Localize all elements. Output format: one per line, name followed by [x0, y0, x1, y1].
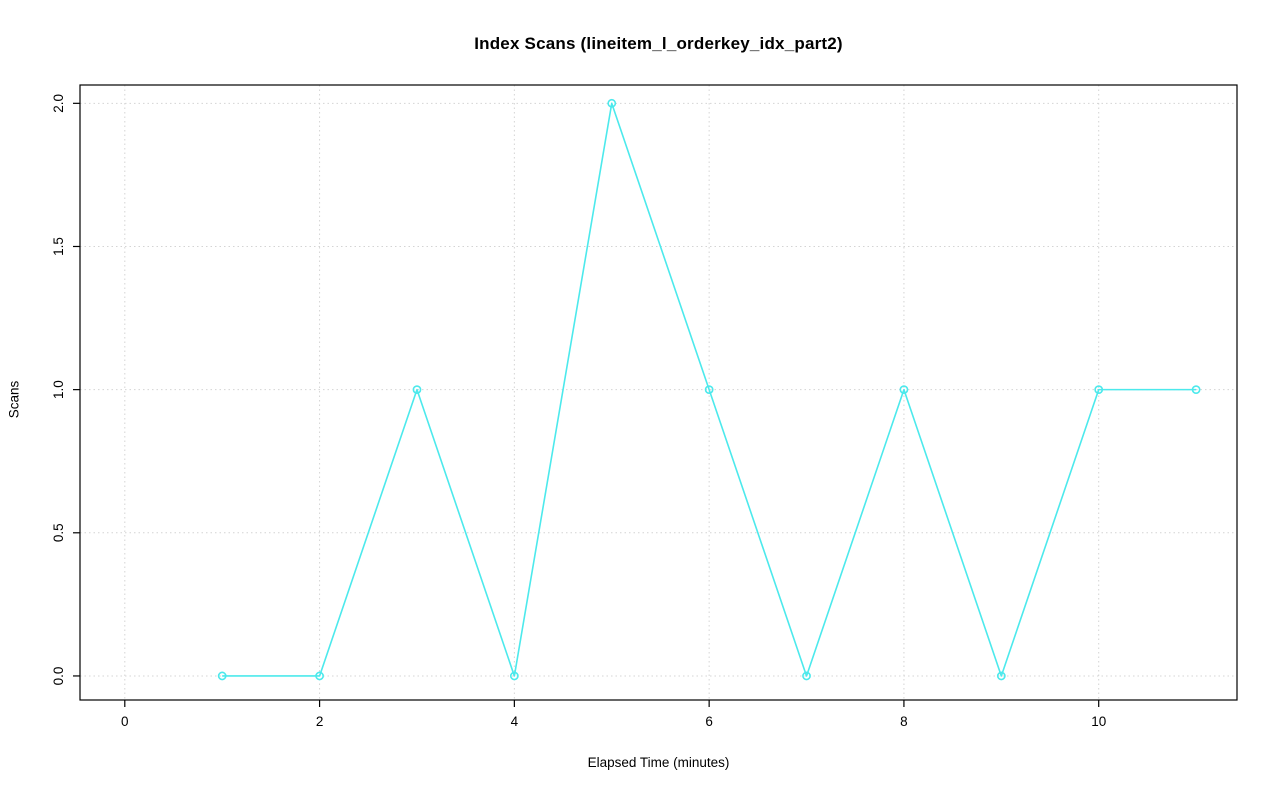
data-point [1094, 385, 1104, 395]
y-tick-label: 0.5 [51, 523, 66, 542]
y-tick-label: 1.0 [51, 380, 66, 399]
data-point [315, 671, 324, 681]
x-tick-label: 6 [705, 714, 713, 729]
data-point [1191, 385, 1201, 395]
data-point [704, 385, 714, 395]
chart-title: Index Scans (lineitem_l_orderkey_idx_par… [474, 34, 843, 53]
data-point [412, 385, 422, 395]
data-point [607, 98, 617, 108]
data-point [802, 671, 811, 681]
data-line [222, 102, 1197, 677]
y-tick-label: 1.5 [51, 237, 66, 256]
plot-border [79, 84, 1238, 701]
y-tick-label: 2.0 [51, 94, 66, 113]
data-point [217, 671, 227, 681]
data-point [899, 385, 909, 395]
y-tick-label: 0.0 [51, 667, 66, 686]
data-point [996, 671, 1006, 681]
data-point [509, 671, 519, 681]
x-tick-label: 10 [1091, 714, 1106, 729]
x-tick-label: 2 [316, 714, 324, 729]
x-tick-label: 8 [900, 714, 908, 729]
x-tick-label: 0 [121, 714, 129, 729]
x-axis-label: Elapsed Time (minutes) [587, 755, 730, 770]
x-tick-label: 4 [511, 714, 519, 729]
